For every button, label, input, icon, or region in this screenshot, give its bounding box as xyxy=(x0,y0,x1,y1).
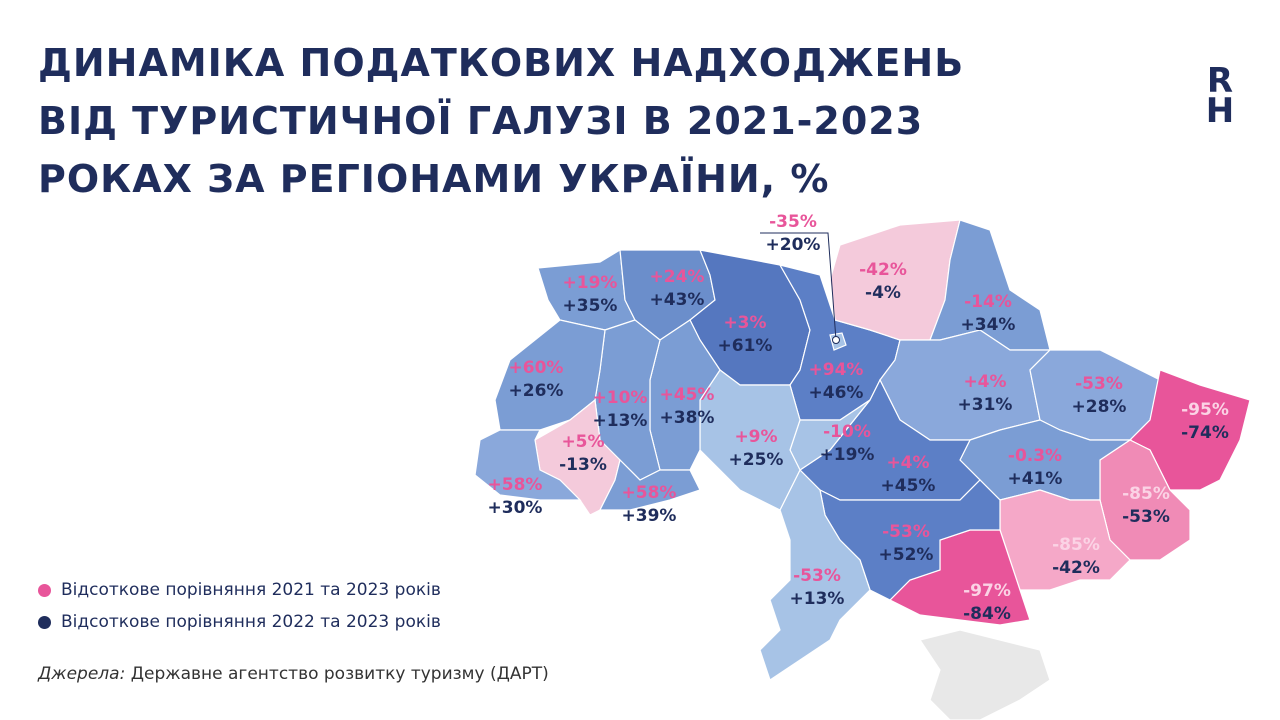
label-2022: +31% xyxy=(958,395,1013,415)
label-2022: +45% xyxy=(881,476,936,496)
label-2021: -97% xyxy=(963,581,1011,601)
label-2021: +4% xyxy=(963,372,1006,392)
labels: +19% +35% +24% +43% +3% +61% -35% +20% -42% -4% -1… xyxy=(488,212,1229,624)
label-2021: +45% xyxy=(660,385,715,405)
label-2022: +25% xyxy=(729,450,784,470)
legend-swatch xyxy=(38,583,51,597)
title: ДИНАМІКА ПОДАТКОВИХ НАДХОДЖЕНЬ ВІД ТУРИС… xyxy=(38,34,964,208)
label-2022: +13% xyxy=(593,411,648,431)
region xyxy=(759,468,871,681)
label-2022: +43% xyxy=(650,290,705,310)
label-2021: +5% xyxy=(561,432,604,452)
label-2021: +19% xyxy=(563,273,618,293)
label-2022: +52% xyxy=(879,545,934,565)
logo: R H xyxy=(1200,61,1240,131)
label-2021: +24% xyxy=(650,267,705,287)
title-line: ДИНАМІКА ПОДАТКОВИХ НАДХОДЖЕНЬ xyxy=(38,41,965,85)
crimea xyxy=(919,629,1051,720)
label-2021: +58% xyxy=(622,483,677,503)
label-2021: -10% xyxy=(823,422,871,442)
label-2022: -13% xyxy=(559,455,607,475)
label-2021: -14% xyxy=(964,292,1012,312)
label-2022: +41% xyxy=(1008,469,1063,489)
label-2022: +20% xyxy=(766,235,821,255)
label-2021: -95% xyxy=(1181,400,1229,420)
label-2021: -0.3% xyxy=(1008,446,1062,466)
legend-label: Відсоткове порівняння 2022 та 2023 років xyxy=(61,612,441,632)
title-line: РОКАХ ЗА РЕГІОНАМИ УКРАЇНИ, % xyxy=(38,157,830,201)
region xyxy=(599,458,701,511)
source-text: Державне агентство розвитку туризму (ДАР… xyxy=(130,664,549,684)
label-2021: +4% xyxy=(886,453,929,473)
label-2021: -53% xyxy=(882,522,930,542)
label-2022: +19% xyxy=(820,445,875,465)
label-2022: -53% xyxy=(1122,507,1170,527)
label-2022: -4% xyxy=(865,283,901,303)
region xyxy=(699,369,801,511)
label-2022: +39% xyxy=(622,506,677,526)
label-2021: -85% xyxy=(1122,484,1170,504)
label-2021: +10% xyxy=(593,388,648,408)
legend-item: Відсоткове порівняння 2022 та 2023 років xyxy=(38,612,441,632)
label-2022: -74% xyxy=(1181,423,1229,443)
label-2021: +60% xyxy=(509,358,564,378)
logo-bottom: H xyxy=(1205,91,1235,131)
region xyxy=(474,429,582,501)
label-2022: -42% xyxy=(1052,558,1100,578)
source: Джерела: Державне агентство розвитку тур… xyxy=(38,664,549,684)
label-2021: +9% xyxy=(734,427,777,447)
kyiv-leader-line xyxy=(760,232,837,341)
label-2022: +26% xyxy=(509,381,564,401)
label-2021: +3% xyxy=(723,313,766,333)
source-label: Джерела: xyxy=(38,664,126,684)
regions xyxy=(474,219,1251,720)
label-2021: -53% xyxy=(1075,374,1123,394)
label-2022: +28% xyxy=(1072,397,1127,417)
label-2021: -42% xyxy=(859,260,907,280)
label-2022: +34% xyxy=(961,315,1016,335)
legend-label: Відсоткове порівняння 2021 та 2023 років xyxy=(61,580,441,600)
label-2021: -85% xyxy=(1052,535,1100,555)
label-2022: -84% xyxy=(963,604,1011,624)
label-2021: -35% xyxy=(769,212,817,232)
label-2021: -53% xyxy=(793,566,841,586)
label-2022: +46% xyxy=(809,383,864,403)
label-2022: +38% xyxy=(660,408,715,428)
region xyxy=(1128,369,1251,491)
legend-item: Відсоткове порівняння 2021 та 2023 років xyxy=(38,580,441,600)
label-2021: +58% xyxy=(488,475,543,495)
label-2022: +13% xyxy=(790,589,845,609)
label-2021: +94% xyxy=(809,360,864,380)
kyiv-marker xyxy=(832,336,840,344)
legend-swatch xyxy=(38,615,51,629)
legend: Відсоткове порівняння 2021 та 2023 років… xyxy=(38,580,441,644)
label-2022: +35% xyxy=(563,296,618,316)
label-2022: +30% xyxy=(488,498,543,518)
label-2022: +61% xyxy=(718,336,773,356)
logo-top: R xyxy=(1206,61,1234,101)
title-line: ВІД ТУРИСТИЧНОЇ ГАЛУЗІ В 2021-2023 xyxy=(38,99,924,143)
